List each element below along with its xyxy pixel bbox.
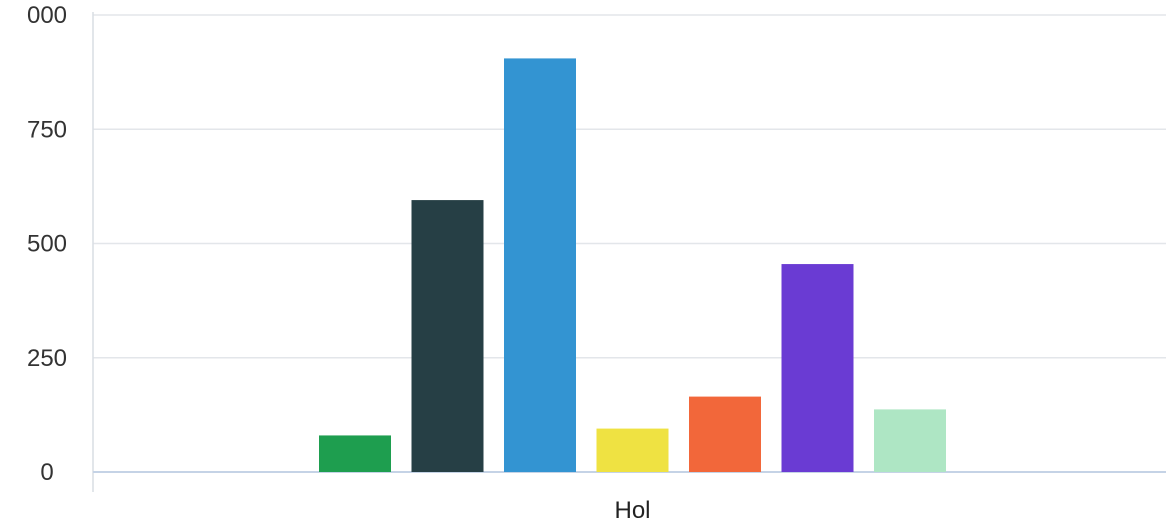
axes bbox=[92, 12, 1166, 492]
bar[interactable] bbox=[874, 409, 946, 472]
bars bbox=[319, 58, 946, 472]
bar[interactable] bbox=[319, 435, 391, 472]
y-tick-labels: 000 750 500 250 0 bbox=[27, 2, 67, 486]
bar[interactable] bbox=[596, 428, 669, 472]
x-category-label: Hol bbox=[614, 497, 650, 521]
x-category-labels: Hol bbox=[614, 497, 650, 521]
bar[interactable] bbox=[689, 396, 761, 472]
y-tick-label: 000 bbox=[27, 2, 67, 29]
y-tick-label: 500 bbox=[27, 231, 67, 258]
bar[interactable] bbox=[411, 200, 484, 472]
bar[interactable] bbox=[504, 58, 576, 472]
y-tick-label: 0 bbox=[40, 459, 53, 486]
bar[interactable] bbox=[781, 264, 854, 472]
y-tick-label: 750 bbox=[27, 116, 67, 143]
gridlines bbox=[93, 14, 1166, 359]
y-tick-label: 250 bbox=[27, 345, 67, 372]
